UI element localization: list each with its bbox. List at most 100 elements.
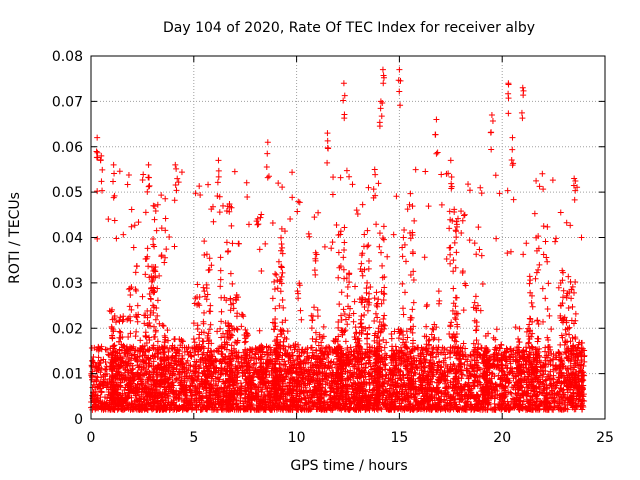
data-point — [132, 286, 139, 293]
data-point — [134, 381, 141, 388]
data-point — [132, 355, 139, 362]
data-point — [366, 370, 373, 377]
data-point — [189, 345, 196, 352]
data-point — [132, 405, 139, 412]
data-point — [466, 368, 473, 375]
data-point — [284, 328, 291, 335]
data-point — [494, 361, 501, 368]
data-point — [244, 330, 251, 337]
data-point — [489, 371, 496, 378]
data-point — [478, 400, 485, 407]
data-point — [404, 362, 411, 369]
data-point — [446, 225, 453, 232]
data-point — [450, 257, 457, 264]
data-point — [407, 235, 414, 242]
data-point — [549, 362, 556, 369]
data-point — [277, 288, 284, 295]
data-point — [195, 403, 202, 410]
data-point — [172, 358, 179, 365]
data-point — [562, 405, 569, 412]
data-point — [453, 221, 460, 228]
data-point — [230, 345, 237, 352]
data-point — [190, 335, 197, 342]
data-point — [277, 406, 284, 413]
data-point — [170, 370, 177, 377]
data-point — [309, 349, 316, 356]
data-point — [172, 352, 179, 359]
data-point — [334, 392, 341, 399]
data-point — [447, 323, 454, 330]
data-point — [570, 393, 577, 400]
data-point — [263, 343, 270, 350]
data-point — [526, 345, 533, 352]
data-point — [379, 274, 386, 281]
data-point — [162, 396, 169, 403]
data-point — [192, 368, 199, 375]
data-point — [450, 285, 457, 292]
data-point — [477, 381, 484, 388]
data-point — [279, 269, 286, 276]
data-point — [142, 271, 149, 278]
data-point — [465, 375, 472, 382]
data-point — [242, 326, 249, 333]
data-point — [333, 355, 340, 362]
data-point — [333, 385, 340, 392]
data-point — [418, 385, 425, 392]
data-point — [90, 389, 97, 396]
data-point — [500, 391, 507, 398]
data-point — [412, 399, 419, 406]
data-point — [191, 339, 198, 346]
data-point — [322, 361, 329, 368]
data-point — [459, 405, 466, 412]
data-point — [398, 400, 405, 407]
data-point — [241, 359, 248, 366]
data-point — [381, 322, 388, 329]
data-point — [89, 376, 96, 383]
data-point — [435, 359, 442, 366]
data-point — [255, 405, 262, 412]
data-point — [98, 388, 105, 395]
data-point — [443, 347, 450, 354]
data-point — [540, 362, 547, 369]
data-point — [565, 305, 572, 312]
data-point — [234, 404, 241, 411]
data-point — [289, 375, 296, 382]
data-point — [418, 359, 425, 366]
data-point — [299, 375, 306, 382]
data-point — [419, 382, 426, 389]
data-point — [187, 362, 194, 369]
data-point — [217, 276, 224, 283]
data-point — [158, 357, 165, 364]
data-point — [418, 353, 425, 360]
data-point — [92, 399, 99, 406]
data-point — [308, 376, 315, 383]
data-point — [568, 295, 575, 302]
data-point — [133, 328, 140, 335]
data-point — [549, 355, 556, 362]
data-point — [177, 382, 184, 389]
data-point — [351, 391, 358, 398]
data-point — [505, 401, 512, 408]
data-point — [445, 402, 452, 409]
data-point — [239, 354, 246, 361]
data-point — [318, 384, 325, 391]
data-point — [523, 348, 530, 355]
data-point — [309, 317, 316, 324]
data-point — [244, 405, 251, 412]
data-point — [407, 386, 414, 393]
data-point — [344, 346, 351, 353]
data-point — [95, 384, 102, 391]
data-point — [202, 384, 209, 391]
data-point — [447, 348, 454, 355]
data-point — [189, 382, 196, 389]
data-point — [534, 317, 541, 324]
data-point — [453, 234, 460, 241]
data-point — [545, 361, 552, 368]
data-point — [412, 396, 419, 403]
data-point — [131, 351, 138, 358]
data-point — [516, 349, 523, 356]
data-point — [180, 365, 187, 372]
data-point — [419, 347, 426, 354]
data-point — [540, 318, 547, 325]
